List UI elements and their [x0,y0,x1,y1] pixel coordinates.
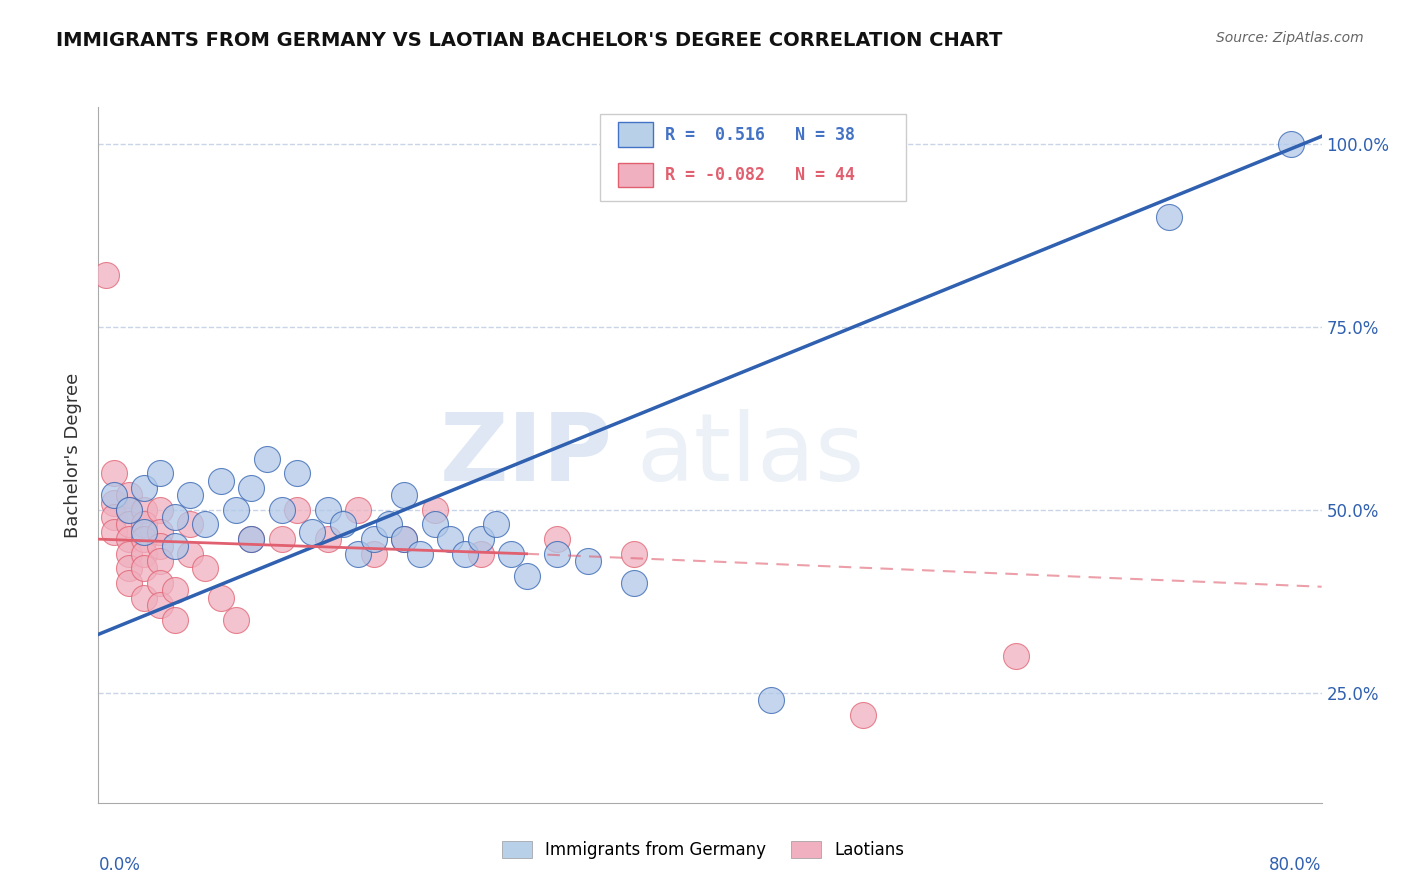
Text: atlas: atlas [637,409,865,501]
Point [516,568,538,582]
Point [316,532,339,546]
Point [118,488,141,502]
Point [852,707,875,722]
Point [408,547,430,561]
Y-axis label: Bachelor's Degree: Bachelor's Degree [65,372,83,538]
Point [392,532,416,546]
Point [134,561,156,575]
Point [134,547,156,561]
Bar [619,162,652,187]
Point [1157,210,1180,224]
Point [256,451,278,466]
Point [118,503,141,517]
Point [240,532,263,546]
Point [149,540,172,554]
Point [759,693,782,707]
Point [103,495,125,509]
Point [270,532,292,546]
Point [103,488,125,502]
Point [163,510,186,524]
Text: 80.0%: 80.0% [1270,855,1322,873]
Point [347,547,370,561]
Point [163,613,186,627]
Point [363,547,385,561]
Point [149,503,172,517]
Point [134,524,156,539]
Legend: Immigrants from Germany, Laotians: Immigrants from Germany, Laotians [495,834,911,866]
Point [149,554,172,568]
Point [179,488,201,502]
Point [378,517,401,532]
Point [118,561,141,575]
Point [485,517,508,532]
Point [623,547,645,561]
Point [179,517,201,532]
Point [240,481,263,495]
Text: Source: ZipAtlas.com: Source: ZipAtlas.com [1216,31,1364,45]
Point [546,532,568,546]
Point [301,524,323,539]
Point [134,517,156,532]
Point [134,532,156,546]
Text: R = -0.082   N = 44: R = -0.082 N = 44 [665,166,855,185]
Point [209,591,232,605]
Point [94,268,117,283]
Point [134,591,156,605]
Point [149,524,172,539]
Text: IMMIGRANTS FROM GERMANY VS LAOTIAN BACHELOR'S DEGREE CORRELATION CHART: IMMIGRANTS FROM GERMANY VS LAOTIAN BACHE… [56,31,1002,50]
Point [392,532,416,546]
Point [225,503,247,517]
Point [423,503,446,517]
Point [225,613,247,627]
Point [423,517,446,532]
Point [118,576,141,591]
Point [501,547,523,561]
Point [1004,649,1026,664]
Point [470,547,492,561]
Point [316,503,339,517]
Point [163,540,186,554]
Point [439,532,461,546]
Point [209,474,232,488]
Point [103,510,125,524]
FancyBboxPatch shape [600,114,905,201]
Point [392,488,416,502]
Point [270,503,292,517]
Point [332,517,354,532]
Point [240,532,263,546]
Point [149,576,172,591]
Point [576,554,599,568]
Text: R =  0.516   N = 38: R = 0.516 N = 38 [665,126,855,144]
Point [347,503,370,517]
Point [118,517,141,532]
Point [363,532,385,546]
Bar [619,122,652,146]
Point [134,481,156,495]
Text: 0.0%: 0.0% [98,855,141,873]
Point [134,503,156,517]
Point [163,583,186,598]
Point [103,467,125,481]
Text: ZIP: ZIP [439,409,612,501]
Point [1279,136,1302,151]
Point [149,467,172,481]
Point [179,547,201,561]
Point [285,503,308,517]
Point [194,561,217,575]
Point [118,547,141,561]
Point [118,532,141,546]
Point [454,547,477,561]
Point [546,547,568,561]
Point [285,467,308,481]
Point [118,503,141,517]
Point [194,517,217,532]
Point [149,598,172,612]
Point [623,576,645,591]
Point [103,524,125,539]
Point [470,532,492,546]
